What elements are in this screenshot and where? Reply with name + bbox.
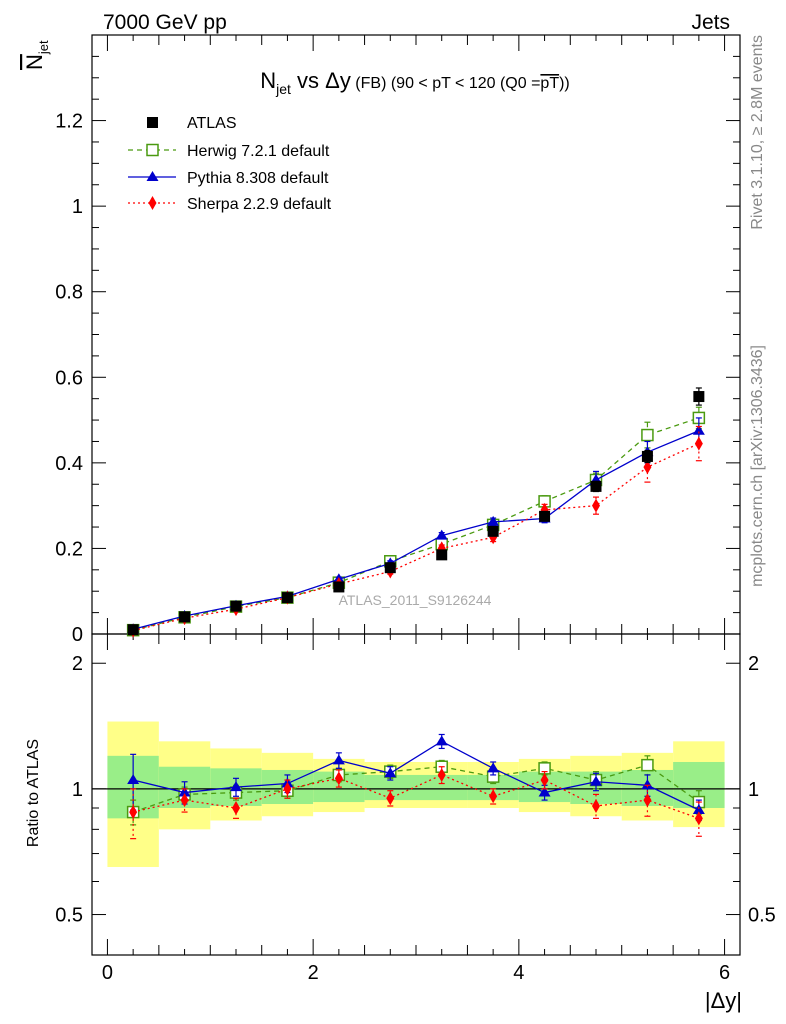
ratio-point: [386, 791, 395, 806]
y-tick-label: 0: [72, 624, 83, 646]
ratio-y-tick-label-left: 1: [72, 779, 83, 801]
main-point: [435, 529, 448, 540]
title-rest: vs Δy: [291, 68, 351, 93]
ratio-point: [435, 735, 448, 746]
x-tick-label: 2: [308, 962, 319, 984]
atlas-point: [281, 592, 293, 604]
header-left: 7000 GeV pp: [103, 11, 227, 34]
ratio-y-tick-label-right: 1: [748, 779, 759, 801]
ratio-bands: [107, 721, 725, 867]
header-right: Jets: [691, 11, 730, 34]
watermark: ATLAS_2011_S9126244: [339, 592, 492, 608]
legend-marker-herwig: [146, 143, 159, 157]
atlas-point: [436, 549, 448, 561]
x-tick-label: 6: [719, 962, 730, 984]
ratio-y-tick-label-left: 0.5: [55, 905, 83, 927]
main-point: [641, 428, 654, 442]
mcplots-info: mcplots.cern.ch [arXiv:1306.3436]: [749, 345, 766, 587]
ratio-point: [334, 771, 343, 786]
atlas-point: [230, 600, 242, 612]
ratio-y-tick-label-right: 0.5: [748, 905, 776, 927]
main-line: [132, 417, 700, 631]
ratio-point: [489, 789, 498, 804]
ratio-point: [641, 779, 654, 790]
legend-marker-atlas: [147, 117, 158, 128]
title-qualifier-end: )): [559, 75, 570, 92]
atlas-point: [179, 611, 191, 623]
main-line: [132, 443, 700, 632]
title-sub: jet: [275, 81, 291, 97]
ratio-point: [641, 758, 654, 772]
main-line: [132, 430, 700, 630]
rivet-info: Rivet 3.1.10, ≥ 2.8M events: [749, 35, 766, 230]
ratio-point: [178, 786, 191, 797]
series-atlas: [127, 387, 705, 636]
ratio-line: [132, 764, 700, 813]
x-axis-label: |Δy|: [705, 988, 742, 1013]
title-n: N: [260, 68, 276, 93]
ratio-point: [643, 793, 652, 808]
atlas-point: [487, 525, 499, 537]
y-tick-label: 0.8: [55, 282, 83, 304]
y-tick-label: 1: [72, 196, 83, 218]
y-tick-label: 0.4: [55, 453, 83, 475]
y-axis-label: Njet: [22, 40, 51, 70]
atlas-point: [693, 391, 705, 403]
legend-label-sherpa: Sherpa 2.2.9 default: [187, 196, 332, 213]
atlas-point: [641, 450, 653, 462]
ratio-line: [132, 774, 700, 819]
x-tick-label: 0: [102, 962, 113, 984]
main-point: [487, 515, 500, 526]
atlas-point: [127, 624, 139, 636]
ratio-point: [590, 775, 602, 786]
series-layer: [126, 387, 706, 840]
axes-group: 0 0.2 0.4 0.6 0.8 1 1.2 0.5 0.5 1 1 2 2 0 2 4 6: [55, 34, 776, 984]
ratio-point: [538, 786, 551, 797]
chart-title: Njet vs Δy (FB) (90 < pT < 120 (Q0 =pT)): [260, 68, 570, 97]
ratio-point: [694, 811, 703, 826]
title-qualifier-bar: pT: [540, 75, 559, 92]
ratio-point: [437, 767, 446, 782]
ylabel-n: N: [22, 54, 47, 70]
ratio-point: [230, 781, 242, 792]
ratio-y-tick-label-left: 2: [72, 653, 83, 675]
atlas-point: [333, 581, 345, 593]
ratio-point: [127, 774, 140, 785]
legend-label-herwig: Herwig 7.2.1 default: [187, 143, 330, 160]
ratio-point: [384, 767, 397, 778]
ratio-point: [232, 800, 240, 815]
y-tick-label: 0.6: [55, 367, 83, 389]
legend-marker-sherpa: [148, 196, 157, 210]
atlas-point: [590, 480, 602, 492]
atlas-point: [539, 510, 551, 522]
legend: ATLAS Herwig 7.2.1 default Pythia 8.308 …: [128, 115, 332, 213]
ratio-point: [332, 754, 345, 765]
x-tick-label: 4: [513, 962, 524, 984]
ratio-point: [540, 773, 549, 788]
y-tick-label: 1.2: [55, 111, 83, 133]
ratio-point: [180, 793, 189, 808]
ratio-y-label: Ratio to ATLAS: [25, 739, 42, 847]
ylabel-sub: jet: [36, 40, 51, 55]
ratio-line: [132, 740, 700, 811]
ratio-y-tick-label-right: 2: [748, 653, 759, 675]
ratio-point: [487, 762, 500, 773]
main-point: [643, 460, 652, 475]
legend-label-pythia: Pythia 8.308 default: [187, 170, 329, 187]
legend-label-atlas: ATLAS: [187, 115, 237, 132]
ratio-point: [592, 798, 600, 813]
y-tick-label: 0.2: [55, 538, 83, 560]
main-point: [692, 424, 705, 435]
svg-text:Njet: Njet: [22, 40, 51, 70]
title-qualifier: (FB) (90 < pT < 120 (Q0 =: [351, 75, 541, 92]
atlas-point: [384, 562, 396, 574]
main-point: [694, 436, 703, 451]
main-point: [540, 502, 549, 517]
ratio-point: [283, 781, 292, 796]
legend-marker-pythia: [146, 171, 159, 181]
main-point: [592, 498, 600, 513]
ratio-point: [129, 805, 138, 820]
